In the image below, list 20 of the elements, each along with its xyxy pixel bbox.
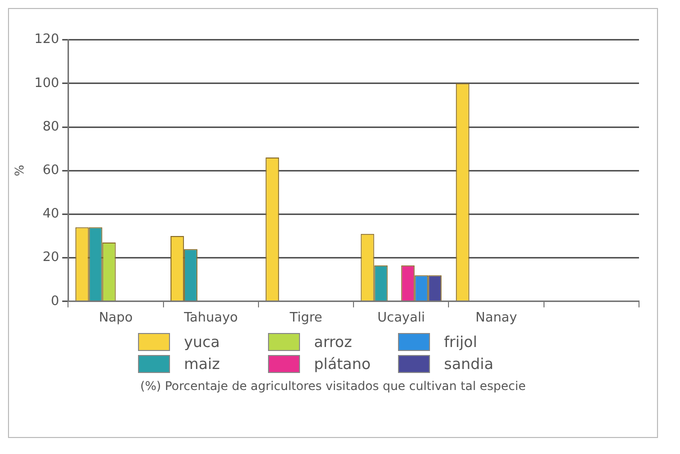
y-axis-title: %	[12, 164, 26, 176]
legend-label: sandia	[444, 355, 494, 373]
x-tick-label: Tahuayo	[182, 310, 238, 326]
y-tick-label: 80	[42, 119, 60, 134]
y-tick-label: 40	[42, 206, 60, 222]
y-tick-label: 0	[50, 294, 60, 309]
y-tick-label: 60	[42, 162, 60, 178]
x-tick-label: Nanay	[476, 310, 518, 326]
y-tick-label: 20	[42, 250, 60, 266]
legend-label: frijol	[444, 333, 478, 351]
x-tick-label: Tigre	[288, 310, 322, 326]
text: (%) Porcentaje de agricultores visitados que cultivan tal especie	[139, 379, 527, 393]
legend-label: plátano	[314, 355, 371, 373]
y-tick-label: 120	[34, 32, 60, 48]
legend-label: yuca	[184, 333, 220, 351]
y-tick-label: 100	[34, 76, 60, 91]
legend-label: arroz	[314, 333, 352, 351]
x-tick-label: Napo	[98, 310, 133, 326]
legend-label: maiz	[184, 355, 220, 373]
x-tick-label: Ucayali	[377, 310, 425, 326]
